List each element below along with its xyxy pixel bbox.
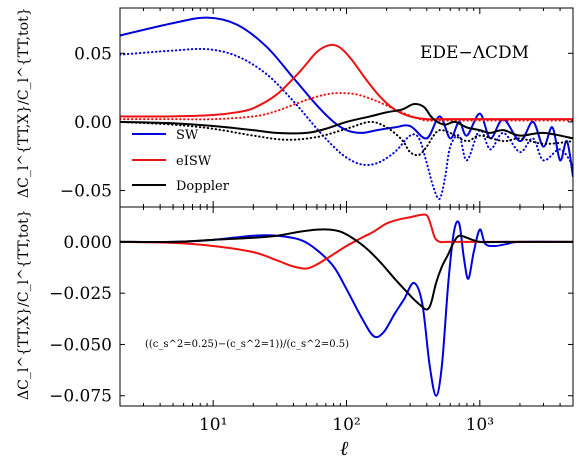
series-layer [120,213,573,397]
y-tick-label: −0.05 [60,182,112,202]
plot-frame [119,206,574,407]
y-tick-label: −0.050 [49,335,112,355]
top-y-axis-title: ΔC_l^{TT,X}/C_l^{TT,tot} [16,7,32,198]
series-line-eisw [120,43,573,121]
series-line-sw-dotted [120,47,573,201]
series-line-eisw [120,213,573,270]
series-line-doppler-dotted [120,120,573,157]
y-tick-label: −0.075 [49,387,112,407]
x-axis-title: ℓ [340,436,349,460]
series-line-sw [120,16,573,177]
x-tick-label: 10¹ [199,415,227,435]
formula-text: ((c_s^2=0.25)−(c_s^2=1))/(c_s^2=0.5) [145,339,349,350]
y-tick-label: −0.025 [49,284,112,304]
series-line-doppler [120,228,573,311]
plot-frame [119,7,574,208]
legend-label-sw: SW [176,128,199,143]
legend: SW eISW Doppler [132,128,230,194]
bottom-y-axis-title: ΔC_l^{TT,X}/C_l^{TT,tot} [16,209,32,400]
x-tick-label: 10² [332,415,360,435]
y-tick-label: 0.00 [74,113,112,133]
series-layer [120,16,573,201]
y-tick-label: 0.05 [74,44,112,64]
y-tick-label: 0.000 [63,233,112,253]
legend-label-doppler: Doppler [176,179,230,194]
top-panel: −0.05 0.00 0.05 [60,7,574,208]
legend-label-eisw: eISW [176,154,212,169]
series-line-sw [120,220,573,397]
x-tick-label: 10³ [466,415,494,435]
series-line-doppler [120,102,573,140]
bottom-panel-formula: ((c_s^2=0.25)−(c_s^2=1))/(c_s^2=0.5) [145,339,349,350]
series-line-eisw-dotted [120,92,573,122]
bottom-panel: 0.000 −0.025 −0.050 −0.075 10¹ 10² 10³ [49,206,574,435]
top-panel-annotation: EDE−ΛCDM [420,43,529,63]
